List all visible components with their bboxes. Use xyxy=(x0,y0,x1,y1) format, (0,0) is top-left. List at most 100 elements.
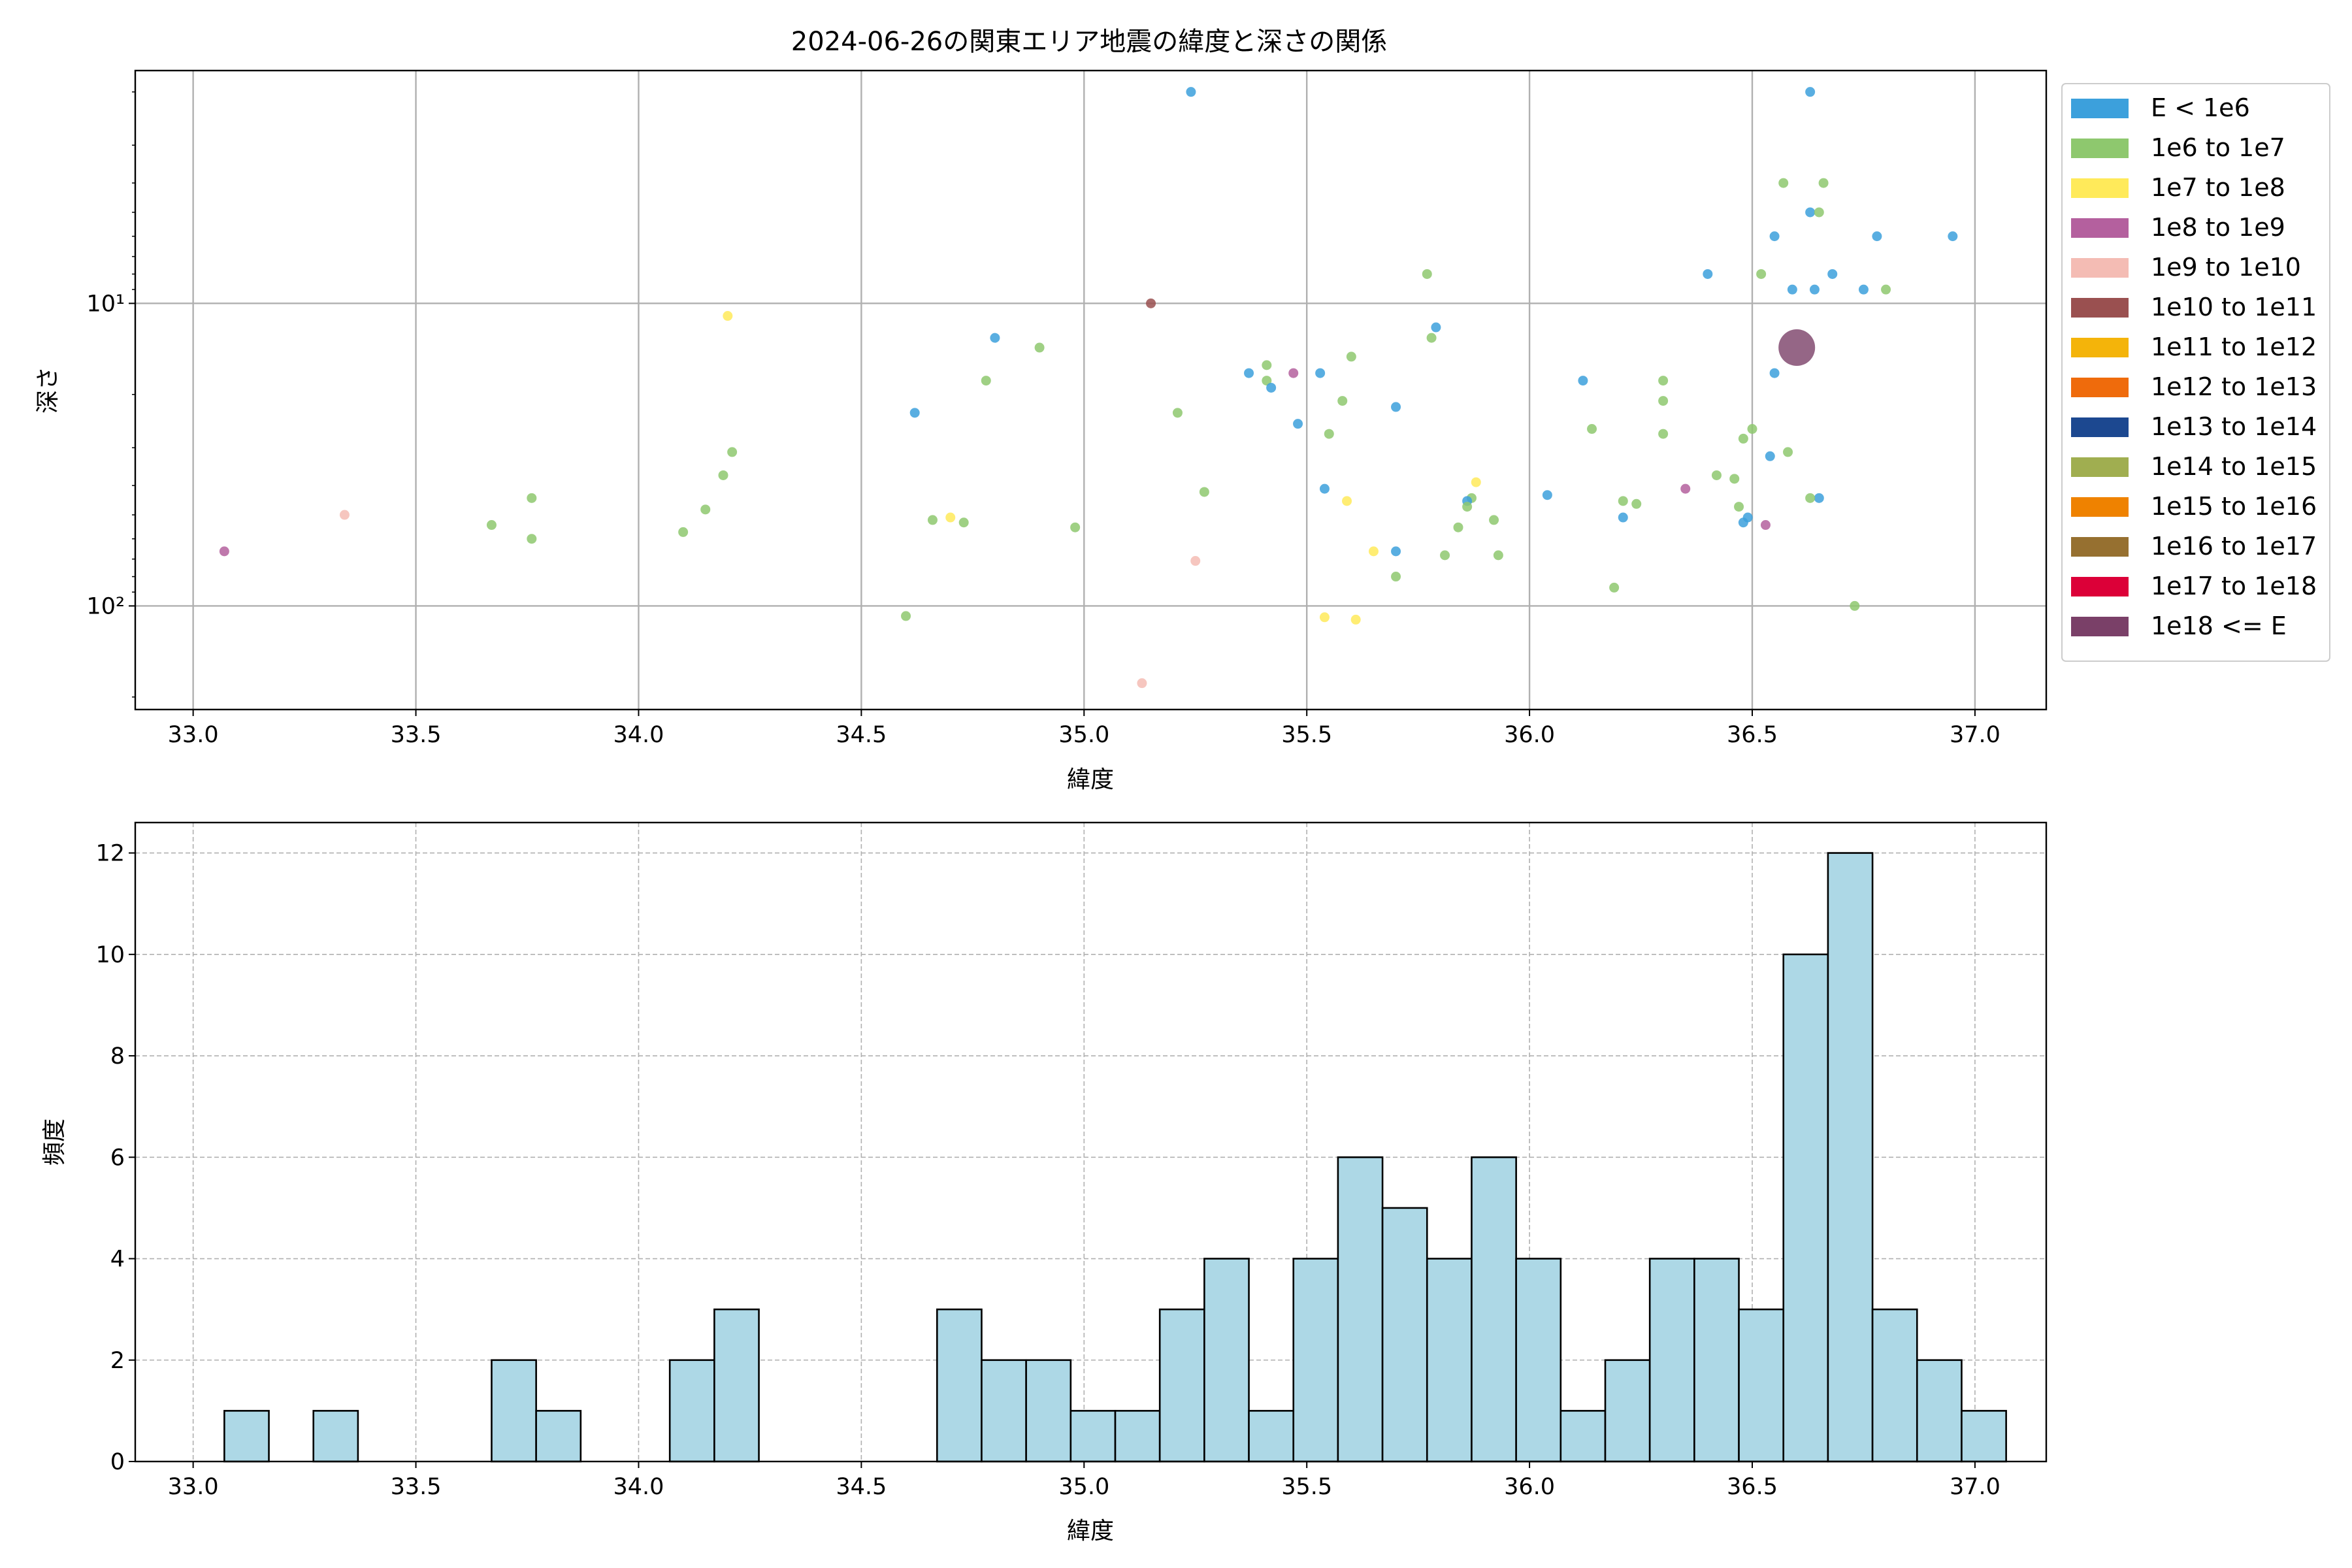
legend-label: 1e9 to 1e10 xyxy=(2151,253,2301,282)
legend-box xyxy=(2061,83,2330,662)
data-point xyxy=(958,517,969,528)
data-point xyxy=(1288,368,1299,378)
data-point xyxy=(1337,396,1348,406)
histogram-bar xyxy=(981,1359,1027,1463)
data-point xyxy=(1805,87,1816,97)
histogram-bar xyxy=(1738,1308,1785,1463)
histogram-y-tick-label: 8 xyxy=(110,1043,125,1070)
legend-label: 1e17 to 1e18 xyxy=(2151,572,2317,600)
legend-swatch xyxy=(2071,139,2129,158)
histogram-bar xyxy=(1248,1410,1295,1463)
data-point xyxy=(1070,522,1081,532)
data-point xyxy=(1368,546,1379,557)
data-point xyxy=(1609,582,1620,593)
legend-swatch xyxy=(2071,258,2129,278)
data-point xyxy=(1680,483,1691,494)
histogram-bar xyxy=(713,1308,760,1463)
data-point xyxy=(1262,360,1272,370)
histogram-bar xyxy=(491,1359,537,1463)
histogram-bar xyxy=(1203,1258,1250,1463)
data-point xyxy=(990,333,1000,343)
legend-swatch xyxy=(2071,338,2129,357)
scatter-x-tick-label: 33.5 xyxy=(391,722,442,748)
histogram-y-tick-label: 6 xyxy=(110,1145,125,1171)
scatter-y-ticks: 10¹ 10² xyxy=(86,91,135,698)
data-point xyxy=(486,520,497,531)
data-point xyxy=(1319,612,1330,623)
legend-label: 1e14 to 1e15 xyxy=(2151,452,2317,481)
data-point xyxy=(1805,493,1816,503)
data-point xyxy=(1814,493,1824,503)
legend-label: 1e18 <= E xyxy=(2151,612,2287,640)
data-point xyxy=(927,515,938,525)
data-point xyxy=(1850,600,1860,611)
legend-swatch xyxy=(2071,577,2129,596)
data-point xyxy=(901,611,911,621)
histogram-bar xyxy=(535,1410,582,1463)
histogram-bar xyxy=(1158,1308,1205,1463)
data-point xyxy=(527,534,537,544)
data-point xyxy=(1391,402,1401,412)
data-point xyxy=(1778,329,1816,367)
data-point xyxy=(727,447,738,457)
histogram-bar xyxy=(312,1410,359,1463)
data-point xyxy=(718,470,728,480)
data-point xyxy=(700,504,711,515)
legend-swatch xyxy=(2071,457,2129,477)
histogram-x-tick-label: 34.5 xyxy=(836,1474,887,1500)
data-point xyxy=(1462,502,1473,512)
histogram-bar xyxy=(1426,1258,1473,1463)
scatter-x-tick-label: 35.0 xyxy=(1058,722,1109,748)
histogram-plot-frame xyxy=(134,821,2048,1463)
data-point xyxy=(981,376,991,386)
data-point xyxy=(1769,231,1780,242)
histogram-chart: 33.0 33.5 34.0 34.5 35.0 35.5 36.0 36.5 37.0 0 2 4… xyxy=(41,821,2048,1544)
data-point xyxy=(1658,376,1669,386)
data-point xyxy=(1631,498,1642,509)
histogram-y-ticks: 0 2 4 6 8 10 12 xyxy=(95,841,135,1475)
legend-label: 1e8 to 1e9 xyxy=(2151,213,2285,242)
data-point xyxy=(1783,447,1793,457)
histogram-bar xyxy=(1070,1410,1117,1463)
legend-swatch xyxy=(2071,218,2129,238)
data-point xyxy=(1587,424,1597,434)
data-point xyxy=(1542,490,1552,500)
data-point xyxy=(1703,269,1713,279)
data-point xyxy=(1293,419,1303,429)
histogram-bar xyxy=(1648,1258,1695,1463)
legend-swatch xyxy=(2071,99,2129,118)
histogram-y-tick-label: 4 xyxy=(110,1247,125,1273)
data-point xyxy=(1489,515,1499,525)
data-point xyxy=(1756,269,1767,279)
histogram-bar xyxy=(1782,953,1829,1463)
histogram-x-tick-label: 34.0 xyxy=(613,1474,664,1500)
scatter-x-tick-label: 33.0 xyxy=(168,722,219,748)
histogram-bar xyxy=(1515,1258,1562,1463)
histogram-bar xyxy=(936,1308,983,1463)
data-point xyxy=(1346,351,1356,362)
data-point xyxy=(678,527,689,537)
legend-swatch xyxy=(2071,617,2129,636)
data-point xyxy=(1244,368,1254,378)
histogram-bar xyxy=(1292,1258,1339,1463)
data-point xyxy=(1814,207,1824,218)
data-point xyxy=(1471,477,1481,487)
scatter-plot-frame xyxy=(134,69,2048,711)
legend-swatch xyxy=(2071,178,2129,198)
scatter-x-tick-label: 34.0 xyxy=(613,722,664,748)
legend-label: 1e11 to 1e12 xyxy=(2151,333,2317,361)
histogram-bar xyxy=(1471,1156,1517,1463)
data-point xyxy=(1186,87,1196,97)
data-point xyxy=(1738,517,1748,528)
histogram-x-tick-label: 35.0 xyxy=(1058,1474,1109,1500)
data-point xyxy=(1769,368,1780,378)
data-point xyxy=(1729,474,1740,484)
legend-label: 1e13 to 1e14 xyxy=(2151,412,2317,441)
scatter-x-tick-label: 37.0 xyxy=(1950,722,2001,748)
scatter-x-axis-label: 緯度 xyxy=(1067,766,1114,793)
data-point xyxy=(1315,368,1326,378)
legend-label: 1e6 to 1e7 xyxy=(2151,133,2285,162)
histogram-bar xyxy=(1381,1207,1428,1463)
data-point xyxy=(1658,429,1669,439)
